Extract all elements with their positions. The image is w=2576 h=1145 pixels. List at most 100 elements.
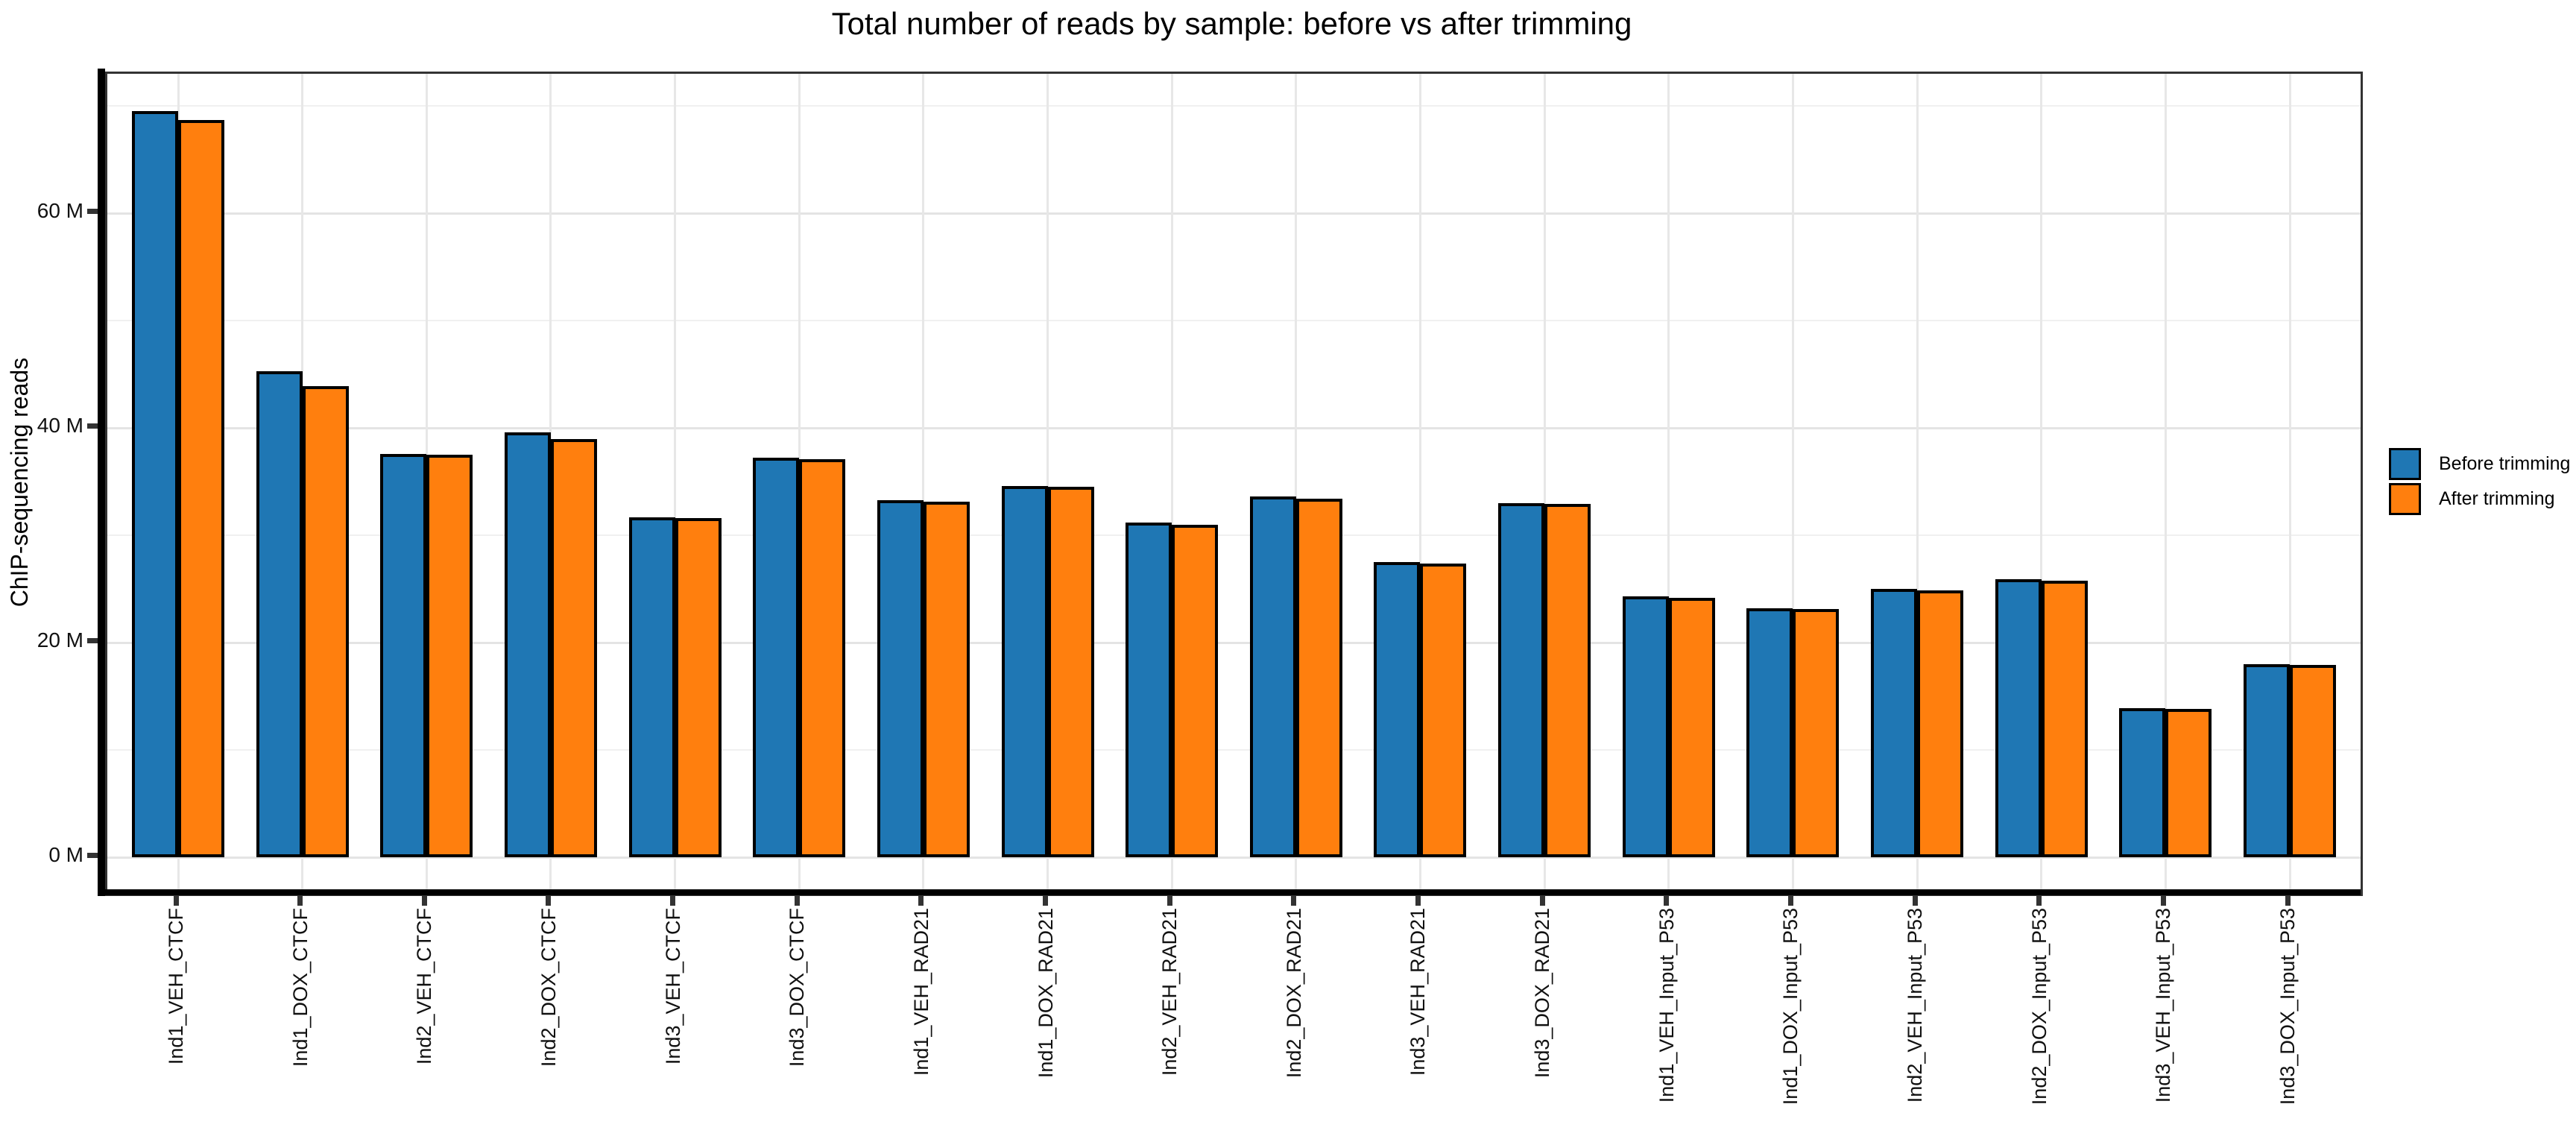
x-tick-mark [1787, 895, 1793, 906]
bar-before [1995, 579, 2042, 858]
bar-after [1172, 524, 1219, 858]
gridline-vertical [2040, 74, 2043, 894]
x-tick-label: Ind2_DOX_Input_P53 [2027, 908, 2051, 1105]
x-tick-mark [1291, 895, 1297, 906]
bar-after [2041, 580, 2088, 858]
x-tick-label: Ind1_DOX_Input_P53 [1779, 908, 1802, 1105]
y-tick-mark [87, 852, 98, 858]
bar-before [1746, 608, 1793, 858]
legend-swatch-before [2389, 448, 2421, 480]
bar-after [1793, 609, 1840, 858]
x-tick-label: Ind3_VEH_CTCF [661, 908, 684, 1065]
x-tick-mark [297, 895, 303, 906]
bar-before [1498, 502, 1545, 858]
y-tick-label: 40 M [37, 414, 83, 438]
bar-before [1871, 589, 1918, 858]
gridline-vertical [1916, 74, 1919, 894]
x-tick-label: Ind1_VEH_Input_P53 [1655, 908, 1678, 1103]
x-tick-label: Ind2_DOX_RAD21 [1282, 908, 1305, 1079]
axis-spine-bottom [98, 889, 2361, 895]
x-tick-mark [173, 895, 179, 906]
bar-before [753, 458, 800, 858]
bar-before [132, 111, 178, 858]
x-tick-label: Ind3_DOX_RAD21 [1531, 908, 1554, 1079]
x-tick-mark [2036, 895, 2042, 906]
bar-before [1622, 596, 1669, 858]
bar-before [1374, 562, 1421, 858]
y-tick-mark [87, 423, 98, 429]
gridline-vertical [1543, 74, 1546, 894]
bar-after [799, 458, 846, 858]
x-tick-label: Ind3_VEH_RAD21 [1407, 908, 1430, 1076]
x-tick-mark [1415, 895, 1421, 906]
y-tick-mark [87, 637, 98, 643]
x-tick-label: Ind2_VEH_CTCF [413, 908, 436, 1065]
x-tick-mark [421, 895, 427, 906]
x-tick-mark [1539, 895, 1545, 906]
x-tick-label: Ind3_VEH_Input_P53 [2152, 908, 2175, 1103]
bar-after [2165, 709, 2212, 858]
x-tick-mark [2160, 895, 2166, 906]
legend-label: After trimming [2439, 488, 2555, 509]
bar-after [1668, 597, 1715, 858]
x-tick-mark [1043, 895, 1049, 906]
x-tick-label: Ind3_DOX_CTCF [786, 908, 809, 1067]
x-tick-label: Ind2_VEH_Input_P53 [1904, 908, 1927, 1103]
x-tick-mark [670, 895, 676, 906]
x-tick-mark [1912, 895, 1918, 906]
gridline-vertical [1170, 74, 1173, 894]
gridline-vertical [1418, 74, 1421, 894]
legend-swatch-after [2389, 483, 2421, 515]
bar-after [675, 518, 722, 858]
y-tick-label: 60 M [37, 199, 83, 223]
x-tick-mark [1664, 895, 1670, 906]
x-tick-label: Ind1_VEH_RAD21 [909, 908, 932, 1076]
x-tick-label: Ind2_DOX_CTCF [537, 908, 560, 1067]
gridline-minor [107, 749, 2361, 751]
gridline-vertical [2164, 74, 2167, 894]
bar-before [628, 517, 675, 858]
gridline-vertical [2288, 74, 2291, 894]
gridline-vertical [1046, 74, 1049, 894]
y-tick-label: 20 M [37, 628, 83, 652]
plot-panel [105, 72, 2363, 896]
gridline-minor [107, 105, 2361, 107]
x-tick-mark [2285, 895, 2291, 906]
bar-before [2119, 707, 2166, 858]
gridline-vertical [1295, 74, 1298, 894]
bar-after [1420, 563, 1467, 858]
legend-label: Before trimming [2439, 453, 2571, 474]
x-tick-label: Ind3_DOX_Input_P53 [2276, 908, 2299, 1105]
x-tick-label: Ind1_VEH_CTCF [165, 908, 187, 1065]
bar-before [380, 453, 427, 858]
bar-before [256, 370, 303, 858]
x-tick-label: Ind2_VEH_RAD21 [1158, 908, 1181, 1076]
bar-before [877, 499, 924, 858]
x-tick-mark [1167, 895, 1172, 906]
gridline-vertical [1791, 74, 1794, 894]
bar-after [302, 385, 349, 858]
gridline-major [107, 856, 2361, 859]
gridline-vertical [1667, 74, 1670, 894]
bar-before [1249, 496, 1296, 858]
bar-before [1126, 522, 1172, 858]
bar-after [1917, 590, 1964, 858]
gridline-minor [107, 534, 2361, 537]
bar-after [1295, 499, 1342, 858]
x-tick-mark [918, 895, 924, 906]
bar-before [2244, 663, 2290, 858]
gridline-minor [107, 320, 2361, 322]
chart-title: Total number of reads by sample: before … [831, 6, 1632, 41]
y-tick-label: 0 M [48, 843, 83, 867]
x-tick-mark [546, 895, 552, 906]
bar-before [504, 432, 551, 858]
bar-after [1544, 504, 1591, 858]
gridline-major [107, 641, 2361, 644]
gridline-major [107, 426, 2361, 429]
bar-after [923, 502, 970, 858]
bar-after [426, 455, 473, 858]
y-axis-title: ChIP-sequencing reads [6, 357, 33, 608]
bar-after [2290, 665, 2336, 858]
x-tick-mark [794, 895, 800, 906]
